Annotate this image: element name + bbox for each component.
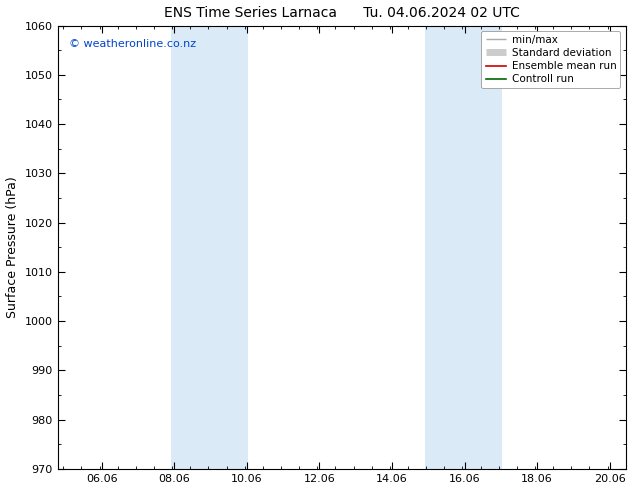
Legend: min/max, Standard deviation, Ensemble mean run, Controll run: min/max, Standard deviation, Ensemble me…: [481, 31, 621, 89]
Bar: [171, 25, 247, 469]
Text: © weatheronline.co.nz: © weatheronline.co.nz: [69, 39, 197, 49]
Y-axis label: Surface Pressure (hPa): Surface Pressure (hPa): [6, 176, 19, 318]
Bar: [425, 25, 501, 469]
Title: ENS Time Series Larnaca      Tu. 04.06.2024 02 UTC: ENS Time Series Larnaca Tu. 04.06.2024 0…: [164, 6, 520, 20]
